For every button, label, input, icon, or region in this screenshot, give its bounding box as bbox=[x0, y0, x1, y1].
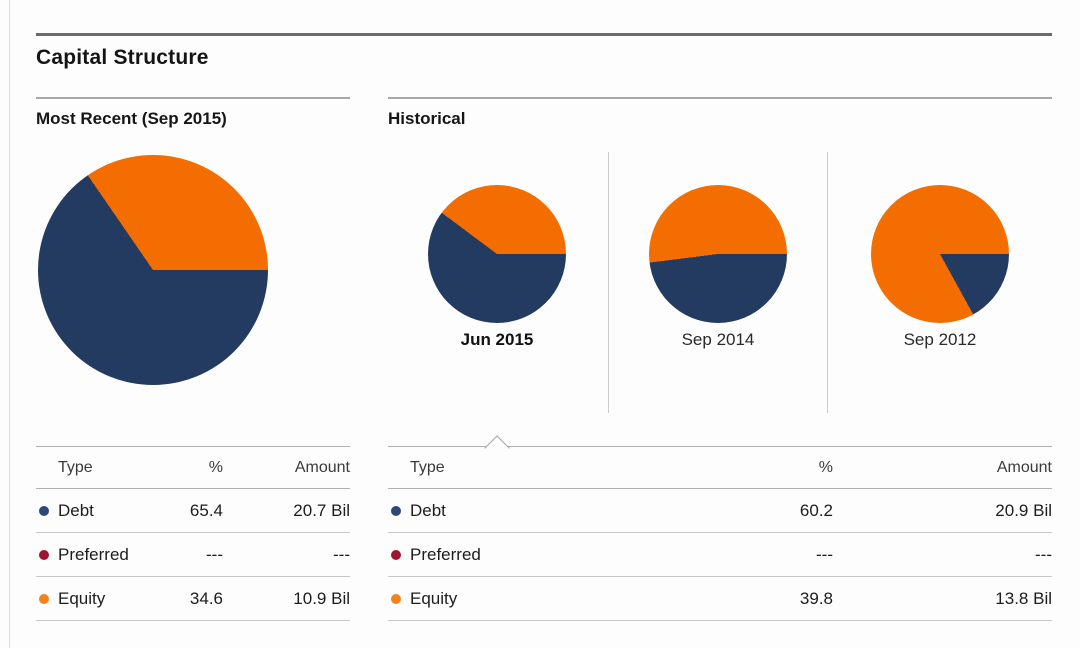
dot-cell bbox=[388, 505, 410, 516]
row-type: Debt bbox=[58, 500, 94, 520]
most-recent-table: Type % Amount Debt 65.4 20.7 Bil Preferr… bbox=[36, 446, 350, 621]
preferred-legend-dot bbox=[39, 549, 49, 560]
table-row-debt: Debt 65.4 20.7 Bil bbox=[36, 489, 350, 533]
row-amount: 20.9 Bil bbox=[995, 500, 1052, 520]
historical-period-label-sep-2012[interactable]: Sep 2012 bbox=[903, 330, 977, 349]
historical-pie-jun-2015[interactable] bbox=[428, 185, 566, 323]
page-left-edge-line bbox=[9, 0, 10, 648]
table-row-preferred: Preferred --- --- bbox=[388, 533, 1052, 577]
historical-rule bbox=[388, 97, 1052, 99]
col-header-amount: Amount bbox=[294, 458, 350, 476]
debt-legend-dot bbox=[391, 505, 401, 516]
most-recent-rule bbox=[36, 97, 350, 99]
most-recent-pie-chart bbox=[38, 155, 268, 385]
row-pct: 60.2 bbox=[799, 500, 833, 520]
dot-cell bbox=[388, 549, 410, 560]
table-row-debt: Debt 60.2 20.9 Bil bbox=[388, 489, 1052, 533]
row-amount: 20.7 Bil bbox=[293, 500, 350, 520]
row-type: Debt bbox=[410, 500, 446, 520]
table-row-preferred: Preferred --- --- bbox=[36, 533, 350, 577]
equity-legend-dot bbox=[391, 593, 401, 604]
row-pct: --- bbox=[206, 544, 223, 564]
col-header-pct: % bbox=[208, 458, 223, 476]
historical-period-label-sep-2014[interactable]: Sep 2014 bbox=[681, 330, 755, 349]
most-recent-heading: Most Recent (Sep 2015) bbox=[36, 109, 227, 128]
table-header-row: Type % Amount bbox=[388, 447, 1052, 489]
row-amount: 10.9 Bil bbox=[293, 588, 350, 608]
section-top-rule bbox=[36, 33, 1052, 36]
col-header-type: Type bbox=[410, 458, 445, 476]
historical-heading: Historical bbox=[388, 109, 466, 128]
dot-cell bbox=[36, 593, 58, 604]
table-header-row: Type % Amount bbox=[36, 447, 350, 489]
row-amount: 13.8 Bil bbox=[995, 588, 1052, 608]
row-amount: --- bbox=[1035, 544, 1052, 564]
historical-period-label-jun-2015[interactable]: Jun 2015 bbox=[460, 330, 534, 349]
row-pct: 34.6 bbox=[189, 588, 223, 608]
historical-divider-2 bbox=[827, 152, 828, 413]
row-amount: --- bbox=[333, 544, 350, 564]
col-header-pct: % bbox=[818, 458, 833, 476]
preferred-legend-dot bbox=[391, 549, 401, 560]
row-type: Preferred bbox=[410, 544, 481, 564]
historical-pie-sep-2012[interactable] bbox=[871, 185, 1009, 323]
row-pct: --- bbox=[816, 544, 833, 564]
historical-pie-sep-2014[interactable] bbox=[649, 185, 787, 323]
row-type: Equity bbox=[58, 588, 106, 608]
equity-legend-dot bbox=[39, 593, 49, 604]
historical-divider-1 bbox=[608, 152, 609, 413]
dot-cell bbox=[36, 549, 58, 560]
row-type: Preferred bbox=[58, 544, 129, 564]
page-title: Capital Structure bbox=[36, 46, 209, 69]
row-type: Equity bbox=[410, 588, 458, 608]
debt-legend-dot bbox=[39, 505, 49, 516]
col-header-type: Type bbox=[58, 458, 93, 476]
table-row-equity: Equity 39.8 13.8 Bil bbox=[388, 577, 1052, 621]
table-row-equity: Equity 34.6 10.9 Bil bbox=[36, 577, 350, 621]
col-header-amount: Amount bbox=[996, 458, 1052, 476]
row-pct: 65.4 bbox=[189, 500, 223, 520]
dot-cell bbox=[36, 505, 58, 516]
row-pct: 39.8 bbox=[799, 588, 833, 608]
historical-table: Type % Amount Debt 60.2 20.9 Bil Preferr… bbox=[388, 435, 1052, 621]
dot-cell bbox=[388, 593, 410, 604]
